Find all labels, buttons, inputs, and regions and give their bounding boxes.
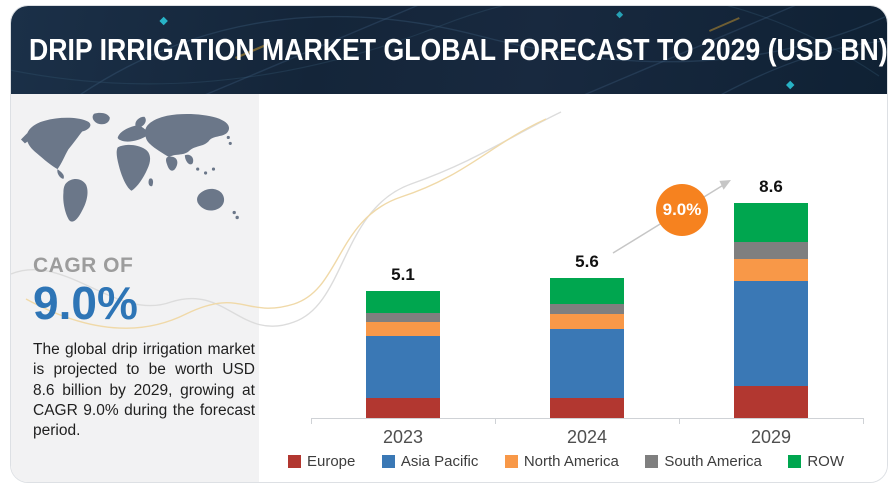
legend-label: North America bbox=[523, 452, 619, 470]
bar-segment-europe bbox=[366, 398, 440, 418]
market-description: The global drip irrigation market is pro… bbox=[33, 341, 255, 440]
bar-segment-europe bbox=[734, 385, 808, 418]
legend-swatch-icon bbox=[788, 454, 802, 468]
bar-segment-asia-pacific bbox=[734, 280, 808, 386]
x-axis-tick bbox=[311, 418, 312, 424]
content-area: CAGR OF 9.0% The global drip irrigation … bbox=[11, 94, 887, 482]
x-axis-tick bbox=[863, 418, 864, 424]
title-banner: DRIP IRRIGATION MARKET GLOBAL FORECAST T… bbox=[11, 6, 887, 94]
bar-segment-south-america bbox=[366, 313, 440, 322]
bar-segment-row bbox=[734, 203, 808, 242]
bar-segment-south-america bbox=[734, 241, 808, 260]
x-axis-label: 2023 bbox=[382, 427, 424, 447]
legend-item-north-america: North America bbox=[504, 452, 619, 470]
report-card: DRIP IRRIGATION MARKET GLOBAL FORECAST T… bbox=[10, 5, 888, 483]
chart-legend: Europe Asia Pacific North America South Ame… bbox=[288, 451, 844, 471]
bar-chart: 2023 5.1 2024 5.6 2029 8.6 bbox=[11, 94, 887, 482]
legend-swatch-icon bbox=[504, 454, 518, 468]
x-axis-tick bbox=[495, 418, 496, 424]
banner-network-decoration-icon bbox=[11, 6, 887, 94]
bar-segment-row bbox=[366, 290, 440, 313]
legend-swatch-icon bbox=[288, 454, 301, 468]
legend-swatch-icon bbox=[381, 454, 395, 468]
legend-item-europe: Europe bbox=[288, 453, 355, 470]
bar-segment-north-america bbox=[366, 321, 440, 336]
bar-segment-north-america bbox=[734, 259, 808, 281]
legend-item-south-america: South America bbox=[645, 453, 762, 470]
bar-segment-north-america bbox=[550, 314, 624, 330]
legend-swatch-icon bbox=[645, 454, 659, 468]
x-axis-label: 2024 bbox=[566, 427, 608, 447]
bar-segment-south-america bbox=[550, 304, 624, 315]
legend-label: Europe bbox=[307, 452, 356, 470]
legend-label: Asia Pacific bbox=[400, 452, 479, 470]
bar-segment-europe bbox=[550, 398, 624, 418]
legend-item-row: ROW bbox=[788, 453, 844, 470]
x-axis-tick bbox=[679, 418, 680, 424]
x-axis-label: 2029 bbox=[750, 427, 792, 447]
bar-total-label: 5.6 bbox=[575, 252, 599, 271]
bar-segment-asia-pacific bbox=[366, 335, 440, 398]
x-axis-line bbox=[311, 418, 863, 419]
growth-badge: 9.0% bbox=[656, 184, 708, 236]
legend-item-asia-pacific: Asia Pacific bbox=[381, 452, 479, 470]
legend-label: South America bbox=[664, 452, 762, 470]
bar-segment-row bbox=[550, 278, 624, 305]
bar-segment-asia-pacific bbox=[550, 329, 624, 398]
legend-label: ROW bbox=[807, 452, 844, 470]
bar-total-label: 8.6 bbox=[759, 177, 783, 196]
bar-total-label: 5.1 bbox=[391, 264, 415, 284]
page-title: DRIP IRRIGATION MARKET GLOBAL FORECAST T… bbox=[29, 32, 888, 67]
